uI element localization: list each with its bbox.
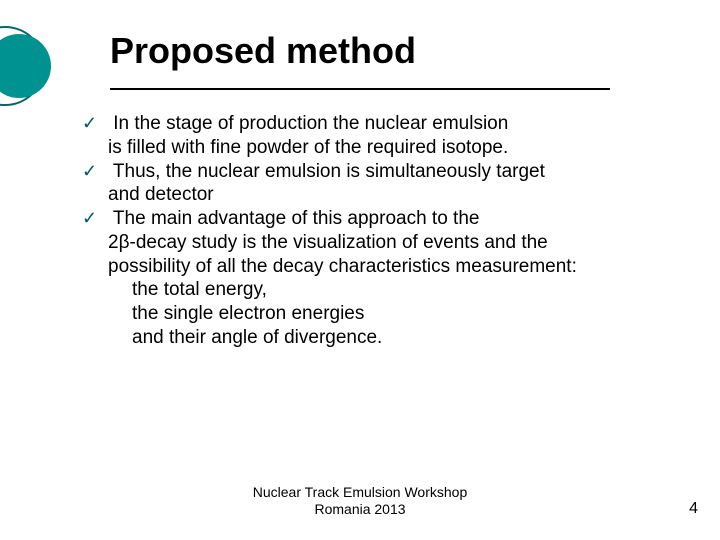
bullet-item: ✓ The main advantage of this approach to…: [82, 207, 682, 231]
title-underline: [110, 88, 610, 90]
title-circle-decoration: [0, 26, 45, 106]
bullet-sub: and their angle of divergence.: [82, 326, 682, 350]
footer-line-1: Nuclear Track Emulsion Workshop: [253, 484, 467, 500]
check-icon: ✓: [82, 207, 108, 230]
bullet-lead: The main advantage of this approach to t…: [108, 208, 479, 229]
bullet-cont: and detector: [82, 183, 682, 207]
check-icon: ✓: [82, 112, 108, 135]
bullet-item: ✓ In the stage of production the nuclear…: [82, 112, 682, 136]
slide: Proposed method ✓ In the stage of produc…: [0, 0, 720, 540]
bullet-lead: In the stage of production the nuclear e…: [108, 113, 508, 134]
footer-line-2: Romania 2013: [314, 501, 405, 517]
bullet-sub: the single electron energies: [82, 302, 682, 326]
check-icon: ✓: [82, 160, 108, 183]
bullet-cont: 2β-decay study is the visualization of e…: [82, 231, 682, 255]
bullet-item: ✓ Thus, the nuclear emulsion is simultan…: [82, 160, 682, 184]
disc-icon: [0, 34, 51, 98]
body-text: ✓ In the stage of production the nuclear…: [82, 112, 682, 350]
slide-title: Proposed method: [110, 30, 416, 72]
bullet-cont: is filled with fine powder of the requir…: [82, 136, 682, 160]
bullet-cont: possibility of all the decay characteris…: [82, 255, 682, 279]
bullet-sub: the total energy,: [82, 278, 682, 302]
bullet-lead: Thus, the nuclear emulsion is simultaneo…: [108, 161, 545, 182]
footer: Nuclear Track Emulsion Workshop Romania …: [0, 484, 720, 518]
page-number: 4: [689, 500, 698, 518]
